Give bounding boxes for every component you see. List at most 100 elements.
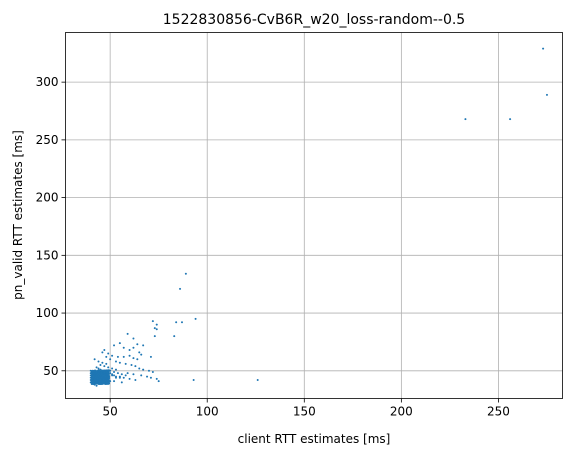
data-points <box>89 47 548 387</box>
x-tick-label: 100 <box>196 405 219 419</box>
data-point <box>149 376 152 379</box>
data-point <box>114 376 117 379</box>
data-point <box>134 365 137 368</box>
y-tick-label: 100 <box>36 306 59 320</box>
x-tick-label: 50 <box>103 405 118 419</box>
data-point <box>107 377 110 380</box>
data-point <box>142 368 145 371</box>
x-axis-ticks: 50 100 150 200 250 <box>103 398 510 419</box>
x-tick-label: 150 <box>293 405 316 419</box>
y-tick-label: 300 <box>36 75 59 89</box>
data-point <box>102 378 105 381</box>
y-tick-label: 200 <box>36 191 59 205</box>
data-point <box>100 369 103 372</box>
data-point <box>136 358 139 361</box>
data-point <box>101 380 104 383</box>
data-point <box>256 379 259 382</box>
y-tick-label: 50 <box>43 364 58 378</box>
data-point <box>130 364 133 367</box>
data-point <box>136 343 139 346</box>
data-point <box>542 47 545 50</box>
data-point <box>132 337 135 340</box>
data-point <box>91 371 94 374</box>
data-point <box>113 344 116 347</box>
data-point <box>149 355 152 358</box>
data-point <box>96 373 99 376</box>
data-point <box>111 367 114 370</box>
data-point <box>153 335 156 338</box>
data-point <box>122 376 125 379</box>
data-point <box>464 118 467 121</box>
data-point <box>120 373 123 376</box>
data-point <box>105 362 108 365</box>
data-point <box>114 360 117 363</box>
data-point <box>91 380 94 383</box>
data-point <box>107 369 110 372</box>
x-tick-label: 250 <box>487 405 510 419</box>
data-point <box>116 372 119 375</box>
data-point <box>92 377 95 380</box>
data-point <box>107 366 110 369</box>
data-point <box>140 374 143 377</box>
data-point <box>98 376 101 379</box>
chart-title: 1522830856-CvB6R_w20_loss-random--0.5 <box>163 12 465 28</box>
y-axis-label: pn_valid RTT estimates [ms] <box>11 130 25 300</box>
data-point <box>114 368 117 371</box>
data-point <box>97 382 100 385</box>
data-point <box>128 349 131 352</box>
data-point <box>93 358 96 361</box>
data-point <box>97 372 100 375</box>
data-point <box>138 367 141 370</box>
data-point <box>155 377 158 380</box>
data-point <box>157 380 160 383</box>
data-point <box>99 382 102 385</box>
data-point <box>109 358 112 361</box>
x-axis-label: client RTT estimates [ms] <box>238 432 391 446</box>
data-point <box>113 370 116 373</box>
data-point <box>124 362 127 365</box>
data-point <box>179 287 182 290</box>
data-point <box>105 355 108 358</box>
data-point <box>95 370 98 373</box>
data-point <box>116 355 119 358</box>
data-point <box>132 346 135 349</box>
data-point <box>126 372 129 375</box>
data-point <box>192 379 195 382</box>
data-point <box>96 377 99 380</box>
x-tick-label: 200 <box>390 405 413 419</box>
data-point <box>98 370 101 373</box>
data-point <box>107 352 110 355</box>
data-point <box>126 332 129 335</box>
data-point <box>99 380 102 383</box>
data-point <box>124 374 127 377</box>
data-point <box>184 272 187 275</box>
data-point <box>102 382 105 385</box>
data-point <box>101 361 104 364</box>
data-point <box>90 372 93 375</box>
data-point <box>509 118 512 121</box>
data-point <box>155 323 158 326</box>
data-point <box>113 380 116 383</box>
data-point <box>95 374 98 377</box>
data-point <box>173 335 176 338</box>
data-point <box>104 379 107 382</box>
data-point <box>122 355 125 358</box>
data-point <box>107 380 110 383</box>
data-point <box>103 349 106 352</box>
data-point <box>105 370 108 373</box>
data-point <box>99 364 102 367</box>
data-point <box>132 357 135 360</box>
y-tick-label: 250 <box>36 133 59 147</box>
data-point <box>122 346 125 349</box>
data-point <box>97 374 100 377</box>
data-point <box>94 380 97 383</box>
data-point <box>147 369 150 372</box>
y-axis-ticks: 50 100 150 200 250 300 <box>36 75 66 378</box>
data-point <box>180 321 183 324</box>
data-point <box>95 384 98 387</box>
data-point <box>146 375 149 378</box>
data-point <box>128 377 131 380</box>
data-point <box>120 381 123 384</box>
data-point <box>103 365 106 368</box>
